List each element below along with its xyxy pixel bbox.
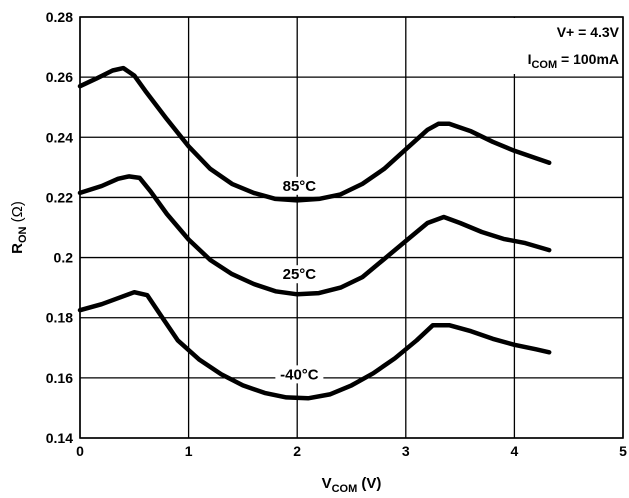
annotation-supply-voltage: V+ = 4.3V bbox=[557, 24, 620, 40]
x-tick-label: 2 bbox=[293, 443, 301, 459]
curve-label-background bbox=[275, 265, 324, 284]
series-line bbox=[77, 289, 552, 401]
y-axis-title-main: R bbox=[9, 243, 26, 254]
series-line bbox=[77, 174, 552, 297]
annotation-current-value: = 100mA bbox=[557, 51, 619, 67]
y-tick-label: 0.24 bbox=[46, 129, 73, 145]
annotation-box bbox=[484, 18, 622, 74]
plot-frame bbox=[79, 16, 624, 439]
series-curves bbox=[77, 65, 552, 401]
x-tick-label: 4 bbox=[511, 443, 519, 459]
y-tick-label: 0.16 bbox=[46, 370, 73, 386]
annotation-current-symbol: I bbox=[528, 51, 532, 67]
y-axis-title-unit: (Ω) bbox=[9, 201, 26, 226]
curve-label: -40°C bbox=[280, 366, 319, 383]
grid-lines bbox=[79, 16, 624, 439]
x-axis-title-subscript: COM bbox=[332, 483, 358, 495]
x-axis-title: VCOM (V) bbox=[322, 475, 382, 495]
curve-label-background bbox=[275, 365, 324, 384]
y-tick-label: 0.2 bbox=[54, 250, 74, 266]
y-axis-title-subscript: ON bbox=[17, 226, 29, 243]
x-tick-label: 0 bbox=[76, 443, 84, 459]
y-tick-label: 0.26 bbox=[46, 69, 73, 85]
series-line bbox=[77, 65, 552, 203]
y-axis-title: RON (Ω) bbox=[9, 201, 29, 254]
curve-label-background bbox=[275, 176, 324, 195]
y-tick-label: 0.28 bbox=[46, 9, 73, 25]
curve-labels: 85°C 25°C -40°C bbox=[275, 176, 324, 384]
x-axis-title-main: V bbox=[322, 475, 332, 492]
y-tick-label: 0.18 bbox=[46, 310, 73, 326]
y-tick-label: 0.14 bbox=[46, 430, 73, 446]
x-tick-label: 5 bbox=[619, 443, 627, 459]
curve-label: 85°C bbox=[283, 178, 317, 195]
x-tick-label: 1 bbox=[185, 443, 193, 459]
curve-label: 25°C bbox=[283, 266, 317, 283]
annotation-current: ICOM = 100mA bbox=[528, 51, 619, 71]
tick-labels: 0 1 2 3 4 5 0.14 0.16 0.18 0.2 0.22 0.24 0.26 0.28 bbox=[46, 9, 627, 459]
annotation-current-subscript: COM bbox=[531, 59, 557, 71]
x-axis-title-unit: (V) bbox=[357, 475, 381, 492]
x-tick-label: 3 bbox=[402, 443, 410, 459]
y-tick-label: 0.22 bbox=[46, 189, 73, 205]
